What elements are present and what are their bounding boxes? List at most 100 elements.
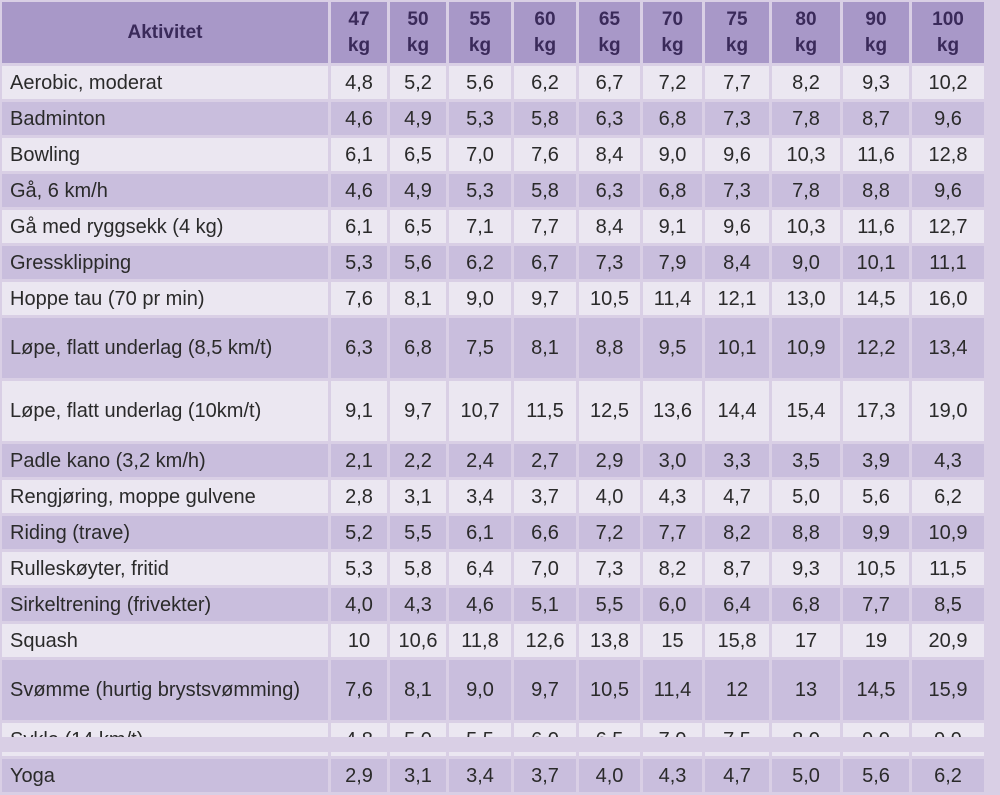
value-cell: 11,5: [514, 381, 576, 441]
table-row: Aerobic, moderat 4,8 5,2 5,6 6,2 6,7 7,2 7,7 8,2…: [2, 66, 984, 99]
value-cell: 4,9: [390, 174, 446, 207]
value-cell: 4,7: [705, 759, 769, 792]
activity-name: Hoppe tau (70 pr min): [2, 282, 328, 315]
value-cell: 7,6: [331, 660, 387, 720]
value-cell: 13: [772, 660, 840, 720]
table-row: Yoga 2,9 3,1 3,4 3,7 4,0 4,3 4,7 5,0 5,6 6,2: [2, 759, 984, 792]
value-cell: 6,1: [331, 210, 387, 243]
value-cell: 5,3: [449, 102, 511, 135]
value-cell: 7,7: [643, 516, 702, 549]
value-cell: 6,7: [579, 66, 640, 99]
value-cell: 6,2: [912, 480, 984, 513]
value-cell: 7,3: [579, 246, 640, 279]
value-cell: 5,0: [772, 480, 840, 513]
value-cell: 7,9: [643, 246, 702, 279]
header-weight: 55 kg: [449, 2, 511, 63]
value-cell: 9,0: [772, 246, 840, 279]
value-cell: 7,1: [449, 210, 511, 243]
value-cell: 11,6: [843, 210, 909, 243]
value-cell: 6,5: [390, 138, 446, 171]
table-row: Riding (trave) 5,2 5,5 6,1 6,6 7,2 7,7 8,2 8,8 9,…: [2, 516, 984, 549]
value-cell: 8,1: [390, 660, 446, 720]
value-cell: 8,7: [705, 552, 769, 585]
value-cell: 8,5: [912, 588, 984, 621]
activity-name: Rulleskøyter, fritid: [2, 552, 328, 585]
value-cell: 8,2: [705, 516, 769, 549]
value-cell: 10,6: [390, 624, 446, 657]
value-cell: 4,7: [705, 480, 769, 513]
table-row: Hoppe tau (70 pr min) 7,6 8,1 9,0 9,7 10,5 11,…: [2, 282, 984, 315]
value-cell: 7,3: [705, 102, 769, 135]
table-row: Rulleskøyter, fritid 5,3 5,8 6,4 7,0 7,3 8,2 8,…: [2, 552, 984, 585]
activity-name: Svømme (hurtig brystsvømming): [2, 660, 328, 720]
value-cell: 14,5: [843, 660, 909, 720]
value-cell: 8,2: [772, 66, 840, 99]
value-cell: 11,4: [643, 282, 702, 315]
header-weight: 80 kg: [772, 2, 840, 63]
value-cell: 2,8: [331, 480, 387, 513]
value-cell: 6,3: [331, 318, 387, 378]
activity-name: Riding (trave): [2, 516, 328, 549]
value-cell: 6,8: [643, 102, 702, 135]
activity-name: Padle kano (3,2 km/h): [2, 444, 328, 477]
value-cell: 6,2: [912, 759, 984, 792]
value-cell: 9,1: [643, 210, 702, 243]
bottom-strip: [0, 737, 1000, 752]
value-cell: 4,3: [390, 588, 446, 621]
value-cell: 9,7: [390, 381, 446, 441]
value-cell: 20,9: [912, 624, 984, 657]
value-cell: 8,1: [390, 282, 446, 315]
value-cell: 5,2: [331, 516, 387, 549]
value-cell: 2,2: [390, 444, 446, 477]
value-cell: 4,0: [579, 480, 640, 513]
value-cell: 6,3: [579, 102, 640, 135]
value-cell: 2,9: [579, 444, 640, 477]
value-cell: 3,4: [449, 759, 511, 792]
value-cell: 10,1: [843, 246, 909, 279]
table-row: Svømme (hurtig brystsvømming) 7,6 8,1 9,0 9,…: [2, 660, 984, 720]
value-cell: 9,6: [912, 102, 984, 135]
value-cell: 9,6: [705, 210, 769, 243]
value-cell: 6,6: [514, 516, 576, 549]
value-cell: 2,1: [331, 444, 387, 477]
value-cell: 8,7: [843, 102, 909, 135]
value-cell: 6,7: [514, 246, 576, 279]
value-cell: 4,0: [579, 759, 640, 792]
value-cell: 11,1: [912, 246, 984, 279]
value-cell: 7,7: [705, 66, 769, 99]
value-cell: 19: [843, 624, 909, 657]
header-weight: 100 kg: [912, 2, 984, 63]
value-cell: 10,7: [449, 381, 511, 441]
value-cell: 5,1: [514, 588, 576, 621]
value-cell: 5,8: [390, 552, 446, 585]
value-cell: 11,6: [843, 138, 909, 171]
value-cell: 9,1: [331, 381, 387, 441]
value-cell: 16,0: [912, 282, 984, 315]
value-cell: 9,7: [514, 660, 576, 720]
value-cell: 7,7: [843, 588, 909, 621]
activity-name: Aerobic, moderat: [2, 66, 328, 99]
value-cell: 8,4: [579, 210, 640, 243]
activity-name: Squash: [2, 624, 328, 657]
value-cell: 13,6: [643, 381, 702, 441]
value-cell: 15,9: [912, 660, 984, 720]
activity-name: Badminton: [2, 102, 328, 135]
value-cell: 5,6: [449, 66, 511, 99]
value-cell: 15,8: [705, 624, 769, 657]
value-cell: 9,0: [449, 660, 511, 720]
value-cell: 15: [643, 624, 702, 657]
value-cell: 7,3: [705, 174, 769, 207]
value-cell: 5,8: [514, 174, 576, 207]
header-row: Aktivitet 47 kg 50 kg 55 kg 60 kg 65 kg 70 kg …: [2, 2, 984, 63]
activity-name: Gressklipping: [2, 246, 328, 279]
value-cell: 9,0: [643, 138, 702, 171]
table-row: Løpe, flatt underlag (10km/t) 9,1 9,7 10,7 1…: [2, 381, 984, 441]
header-weight: 47 kg: [331, 2, 387, 63]
value-cell: 14,5: [843, 282, 909, 315]
table-row: Padle kano (3,2 km/h) 2,1 2,2 2,4 2,7 2,9 3,0 3…: [2, 444, 984, 477]
value-cell: 10,9: [772, 318, 840, 378]
value-cell: 6,4: [449, 552, 511, 585]
activity-name: Yoga: [2, 759, 328, 792]
header-weight: 65 kg: [579, 2, 640, 63]
value-cell: 9,6: [705, 138, 769, 171]
